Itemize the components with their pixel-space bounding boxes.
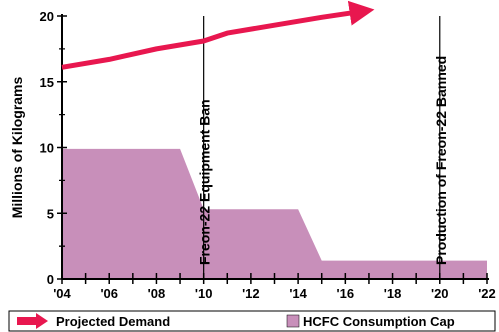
annotation-label-1: Production of Freon-22 Banned	[433, 56, 449, 265]
y-tick-label: 0	[47, 272, 54, 287]
projected-demand-line	[62, 12, 357, 67]
y-tick-label: 20	[40, 9, 54, 24]
x-tick-label: '18	[384, 286, 402, 301]
legend-label-cap: HCFC Consumption Cap	[303, 314, 455, 329]
y-tick-label: 10	[40, 141, 54, 156]
x-tick-label: '20	[431, 286, 449, 301]
y-axis-label: Millions of Kilograms	[9, 77, 25, 219]
x-tick-label: '16	[337, 286, 355, 301]
legend-label-projected: Projected Demand	[56, 314, 170, 329]
y-tick-label: 5	[47, 206, 54, 221]
x-tick-label: '08	[148, 286, 166, 301]
x-tick-label: '12	[242, 286, 260, 301]
x-tick-label: '14	[289, 286, 307, 301]
legend-square-swatch	[287, 315, 299, 327]
cap-area	[62, 149, 487, 279]
x-tick-label: '10	[195, 286, 213, 301]
y-tick-label: 15	[40, 75, 54, 90]
x-tick-label: '06	[100, 286, 118, 301]
x-tick-label: '04	[53, 286, 71, 301]
x-tick-label: '22	[478, 286, 496, 301]
annotation-label-0: Freon-22 Equipment Ban	[197, 99, 213, 265]
